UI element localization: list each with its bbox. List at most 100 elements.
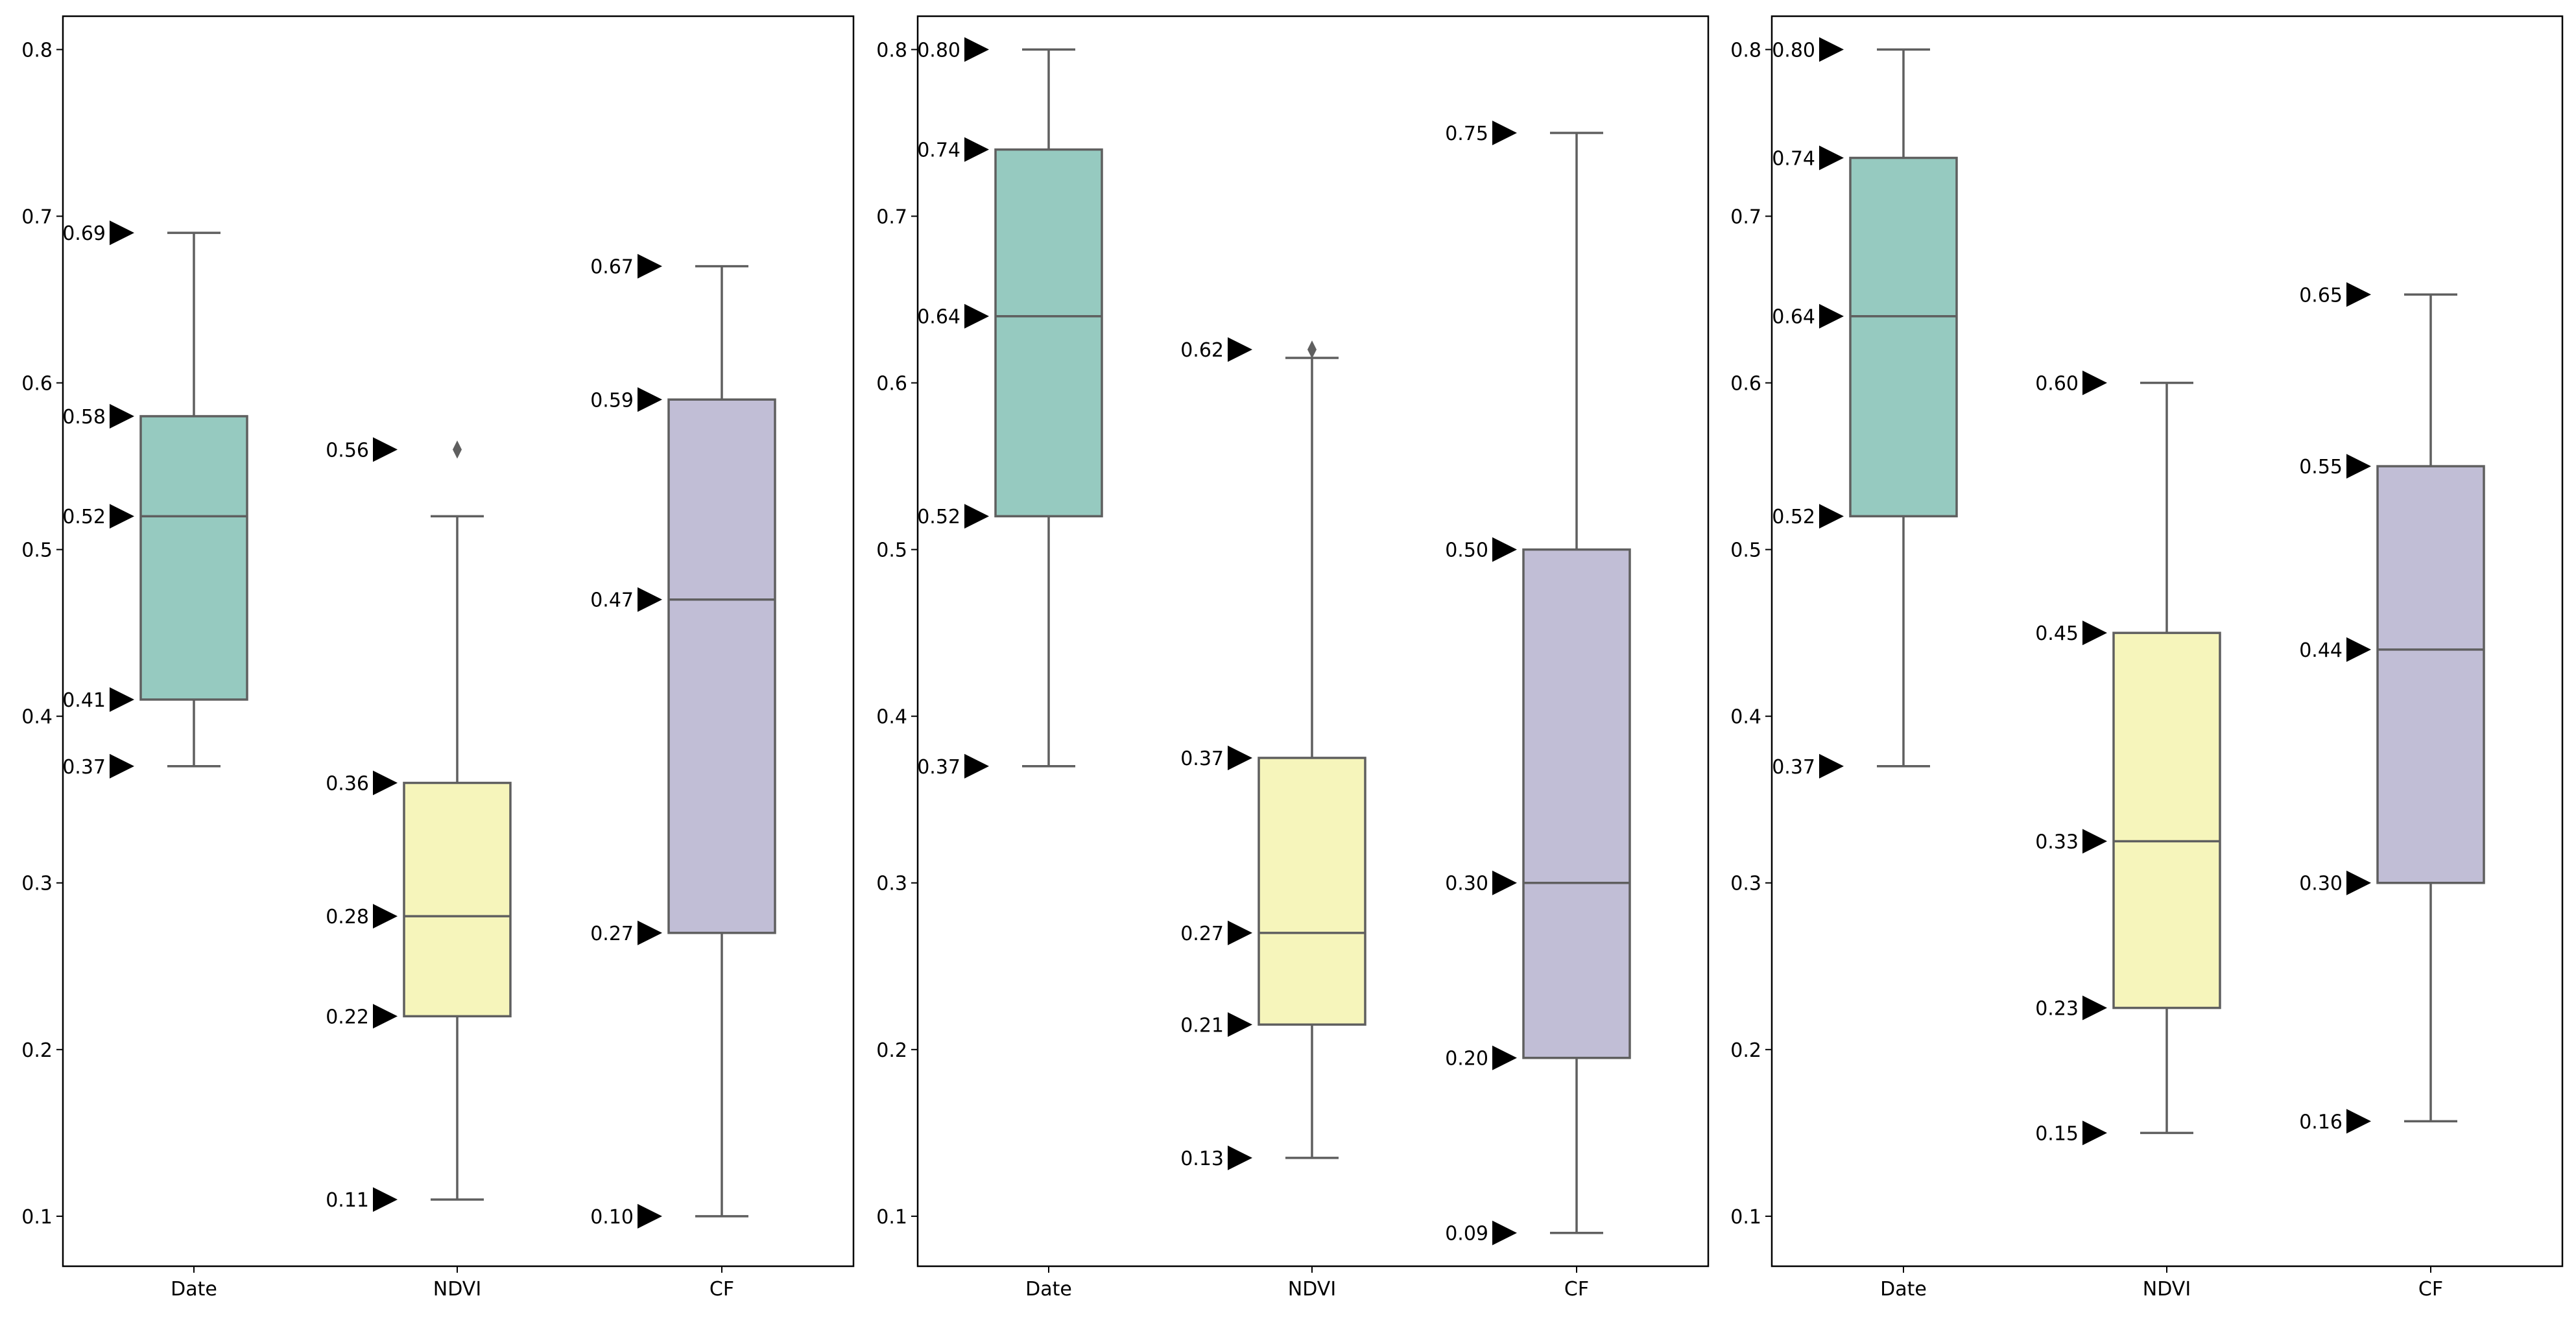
iqr-box (1849, 156, 1958, 517)
annotation-label: 0.80 (917, 39, 960, 62)
annotation-marker (964, 753, 989, 779)
annotation-label: 0.23 (2035, 998, 2079, 1021)
x-tick-label: CF (1564, 1278, 1589, 1301)
iqr-box (2112, 631, 2221, 1009)
box-ndvi: 0.56 0.36 0.28 0.22 0.11 (326, 437, 512, 1212)
annotation-marker (110, 753, 134, 779)
annotation-label: 0.37 (62, 756, 106, 779)
annotation-label: 0.75 (1445, 123, 1488, 145)
y-tick-label: 0.1 (1730, 1206, 1761, 1229)
annotation-marker (638, 1203, 662, 1229)
iqr-box (1258, 757, 1366, 1026)
annotation-marker (964, 137, 989, 162)
y-tick-label: 0.8 (876, 39, 907, 62)
annotation-label: 0.30 (1445, 873, 1488, 895)
annotation-label: 0.30 (2299, 873, 2343, 895)
annotation-marker (1492, 870, 1517, 895)
y-tick-label: 0.1 (21, 1206, 53, 1229)
annotation-marker (1228, 1012, 1252, 1037)
annotation-marker (373, 1187, 398, 1212)
y-tick-label: 0.7 (1730, 206, 1761, 228)
annotation-marker (110, 403, 134, 429)
annotation-marker (2346, 454, 2371, 479)
annotation-label: 0.27 (590, 923, 634, 945)
annotation-marker (638, 254, 662, 279)
annotation-marker (964, 303, 989, 329)
outlier-point (1307, 340, 1317, 359)
chart-panel-2: 0.1 0.2 0.3 0.4 0.5 0.6 0.7 0.8 0.80 0.74 0.64 0.52… (876, 15, 1710, 1301)
annotation-marker (638, 920, 662, 945)
annotation-marker (373, 904, 398, 929)
annotation-label: 0.41 (62, 689, 106, 712)
annotation-label: 0.37 (917, 756, 960, 779)
annotation-label: 0.09 (1445, 1223, 1488, 1245)
annotation-label: 0.60 (2035, 373, 2079, 395)
annotation-marker (1492, 1045, 1517, 1070)
iqr-box (994, 148, 1103, 517)
iqr-box (403, 781, 512, 1018)
annotation-label: 0.52 (62, 506, 106, 528)
annotation-marker (373, 770, 398, 796)
y-tick-label: 0.8 (1730, 39, 1761, 62)
y-tick-label: 0.6 (21, 373, 53, 395)
annotation-label: 0.58 (62, 406, 106, 429)
annotation-marker (110, 504, 134, 529)
annotation-marker (964, 504, 989, 529)
annotation-marker (1819, 303, 1844, 329)
annotation-label: 0.74 (917, 139, 960, 162)
y-tick-label: 0.3 (21, 873, 53, 895)
annotation-marker (110, 687, 134, 712)
annotation-label: 0.74 (1772, 148, 1815, 171)
annotation-marker (2346, 637, 2371, 662)
box-cf: 0.65 0.55 0.44 0.30 0.16 (2299, 282, 2485, 1134)
y-tick-label: 0.5 (876, 539, 907, 562)
x-tick-label: Date (1880, 1278, 1927, 1301)
y-tick-label: 0.2 (21, 1039, 53, 1062)
box-date: 0.69 0.58 0.52 0.41 0.37 (62, 220, 248, 779)
annotation-marker (2082, 370, 2107, 395)
annotation-label: 0.69 (62, 222, 106, 245)
annotation-marker (2346, 282, 2371, 307)
annotation-marker (1492, 537, 1517, 562)
x-tick-label: CF (2418, 1278, 2443, 1301)
annotation-label: 0.33 (2035, 831, 2079, 853)
box-date: 0.80 0.74 0.64 0.52 0.37 (917, 37, 1103, 779)
annotation-label: 0.27 (1180, 923, 1224, 945)
box-date: 0.80 0.74 0.64 0.52 0.37 (1772, 37, 1958, 779)
annotation-marker (2082, 1120, 2107, 1146)
y-tick-label: 0.7 (21, 206, 53, 228)
chart-panel-3: 0.1 0.2 0.3 0.4 0.5 0.6 0.7 0.8 0.80 0.74 0.64 0.52… (1730, 15, 2564, 1301)
box-cf: 0.75 0.50 0.30 0.20 0.09 (1445, 120, 1631, 1245)
annotation-label: 0.15 (2035, 1122, 2079, 1145)
annotation-marker (1228, 337, 1252, 362)
annotation-label: 0.52 (917, 506, 960, 528)
annotation-label: 0.22 (326, 1006, 369, 1028)
x-tick-label: Date (171, 1278, 217, 1301)
annotation-marker (1819, 504, 1844, 529)
annotation-marker (964, 37, 989, 62)
annotation-label: 0.37 (1180, 748, 1224, 770)
axes-frame (1771, 15, 2564, 1268)
annotation-label: 0.44 (2299, 639, 2343, 662)
box-ndvi: 0.60 0.45 0.33 0.23 0.15 (2035, 370, 2221, 1146)
annotation-label: 0.11 (326, 1189, 369, 1212)
annotation-label: 0.55 (2299, 456, 2343, 478)
annotation-label: 0.37 (1772, 756, 1815, 779)
annotation-label: 0.21 (1180, 1014, 1224, 1037)
annotation-label: 0.62 (1180, 339, 1224, 362)
annotation-marker (638, 587, 662, 612)
annotation-label: 0.59 (590, 389, 634, 412)
chart-panel-1: 0.1 0.2 0.3 0.4 0.5 0.6 0.7 0.8 0.69 0.58 0.52 0.41… (21, 15, 855, 1301)
y-tick-label: 0.1 (876, 1206, 907, 1229)
annotation-marker (2082, 829, 2107, 854)
y-tick-label: 0.3 (876, 873, 907, 895)
annotation-marker (1492, 1220, 1517, 1245)
annotation-marker (2082, 995, 2107, 1021)
annotation-marker (110, 220, 134, 246)
annotation-marker (1492, 120, 1517, 145)
annotation-label: 0.67 (590, 256, 634, 279)
annotation-marker (1228, 745, 1252, 770)
y-tick-label: 0.6 (1730, 373, 1761, 395)
annotation-marker (1228, 1145, 1252, 1170)
